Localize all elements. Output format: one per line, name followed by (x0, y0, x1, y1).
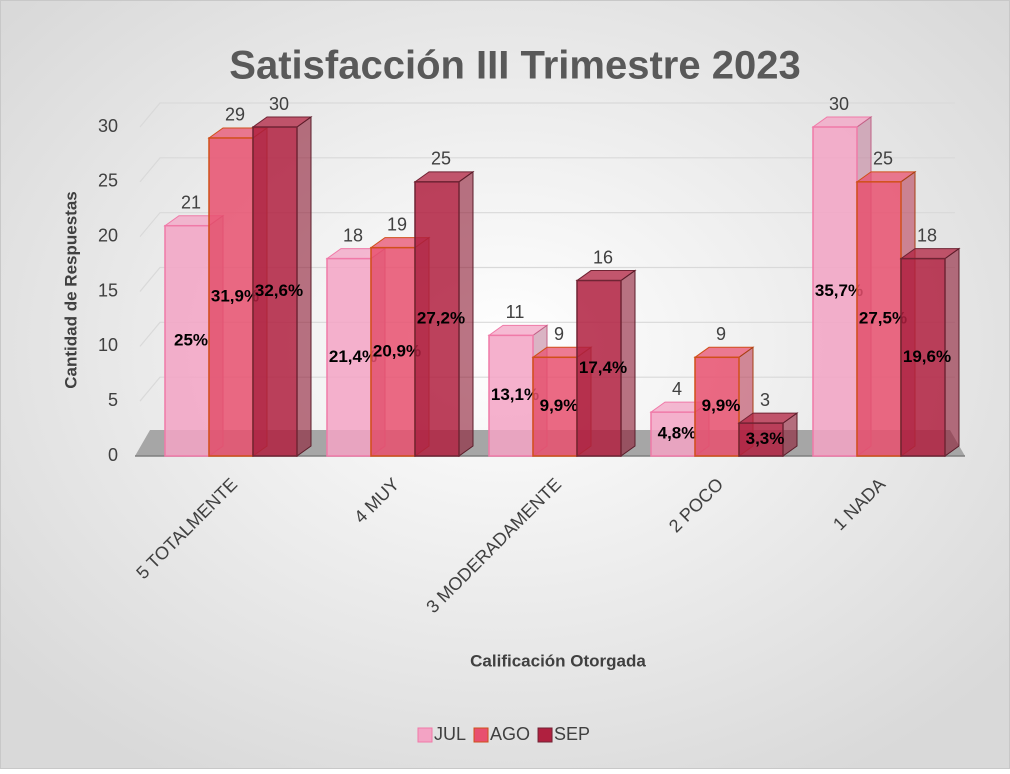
percent-label: 27,5% (859, 308, 907, 327)
value-label: 29 (225, 105, 245, 125)
bar (532, 356, 578, 457)
percent-label: 19,6% (903, 347, 951, 366)
bar (900, 257, 946, 457)
percent-label: 35,7% (815, 281, 863, 300)
bar (738, 422, 784, 457)
y-tick-label: 20 (98, 225, 118, 245)
value-label: 25 (431, 149, 451, 169)
legend-swatch (537, 727, 553, 743)
bar (414, 181, 460, 457)
value-label: 30 (829, 94, 849, 114)
grid-line (139, 102, 955, 128)
value-label: 11 (506, 302, 525, 322)
legend-label: JUL (434, 724, 466, 744)
percent-label: 3,3% (746, 429, 785, 448)
percent-label: 32,6% (255, 281, 303, 300)
percent-label: 9,9% (540, 396, 579, 415)
value-label: 9 (554, 324, 564, 344)
percent-label: 27,2% (417, 308, 465, 327)
bar (856, 181, 902, 457)
value-label: 18 (917, 225, 937, 245)
percent-label: 21,4% (329, 347, 377, 366)
value-label: 25 (873, 149, 893, 169)
y-tick-label: 15 (98, 280, 118, 300)
value-label: 4 (672, 379, 682, 399)
legend-label: SEP (554, 724, 590, 744)
bar (812, 126, 858, 457)
bar (694, 356, 740, 457)
value-label: 3 (760, 390, 770, 410)
bar (326, 257, 372, 457)
percent-label: 13,1% (491, 385, 539, 404)
value-label: 21 (181, 192, 201, 212)
grid-line (139, 266, 955, 292)
bar (576, 279, 622, 457)
bar (208, 137, 254, 457)
percent-label: 31,9% (211, 286, 259, 305)
bar (370, 246, 416, 457)
grid-line (139, 157, 955, 183)
y-tick-label: 0 (108, 445, 118, 465)
percent-label: 4,8% (658, 424, 697, 443)
grid-line (139, 376, 955, 402)
percent-label: 9,9% (702, 396, 741, 415)
chart-title: Satisfacción III Trimestre 2023 (229, 44, 800, 88)
y-tick-label: 10 (98, 335, 118, 355)
legend-swatch (473, 727, 489, 743)
percent-label: 20,9% (373, 341, 421, 360)
y-tick-label: 5 (108, 390, 118, 410)
legend-swatch (417, 727, 433, 743)
value-label: 19 (387, 214, 407, 234)
percent-label: 17,4% (579, 358, 627, 377)
y-tick-label: 25 (98, 171, 118, 191)
grid-line (139, 321, 955, 347)
x-axis-title: Calificación Otorgada (470, 651, 646, 670)
legend-label: AGO (490, 724, 530, 744)
y-tick-label: 30 (98, 116, 118, 136)
y-axis-title: Cantidad de Respuestas (61, 191, 80, 388)
value-label: 18 (343, 225, 363, 245)
bar (252, 126, 298, 457)
percent-label: 25% (174, 330, 208, 349)
value-label: 16 (593, 247, 613, 267)
grid-line (139, 212, 955, 238)
value-label: 9 (716, 324, 726, 344)
value-label: 30 (269, 94, 289, 114)
bar (650, 411, 696, 457)
